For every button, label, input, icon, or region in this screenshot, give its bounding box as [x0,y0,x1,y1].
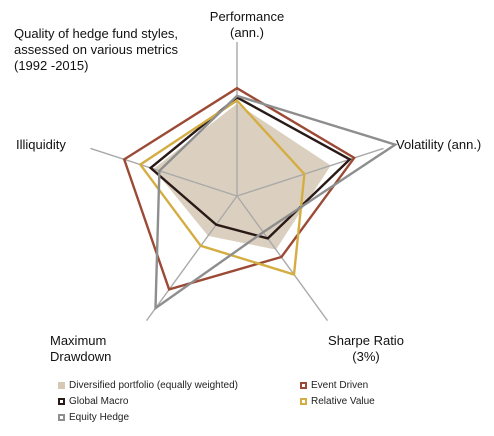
series-line-relative-value [138,98,306,277]
legend-swatch-global-macro [58,398,65,405]
axis-label-illiquidity: Illiquidity [16,137,66,152]
legend-label-relative-value: Relative Value [311,396,375,407]
legend-label-event-driven: Event Driven [311,380,369,391]
series-line-global-macro [148,95,352,240]
legend-item-event-driven: Event Driven [300,380,368,391]
axis-spoke-sharpe-ratio-3 [236,195,329,322]
axis-label-performance: Performance (ann.) [209,9,285,40]
legend-swatch-diversified [58,382,65,389]
legend-item-diversified: Diversified portfolio (equally weighted) [58,380,238,391]
axis-spoke-volatility-ann [236,147,384,197]
chart-title: Quality of hedge fund styles, assessed o… [14,26,179,73]
legend-label-equity-hedge: Equity Hedge [69,412,130,423]
axis-label-sharpe-ratio: Sharpe Ratio (3%) [328,333,404,364]
legend-label-diversified: Diversified portfolio (equally weighted) [69,380,238,391]
legend-swatch-relative-value [300,398,307,405]
legend-item-global-macro: Global Macro [58,396,128,407]
axis-label-maximum-drawdown: Maximum Drawdown [50,333,112,364]
series-area-diversified-portfolio-equally-weighted [153,103,331,250]
legend-item-equity-hedge: Equity Hedge [58,412,129,423]
axis-label-volatility: Volatility (ann.) [396,137,482,152]
legend-swatch-event-driven [300,382,307,389]
legend-item-relative-value: Relative Value [300,396,375,407]
series-line-equity-hedge [154,94,398,311]
legend-swatch-equity-hedge [58,414,65,421]
axis-spoke-maximum-drawdown [145,195,238,322]
series-line-event-driven [122,86,356,291]
legend-label-global-macro: Global Macro [69,396,129,407]
axis-spoke-illiquidity [90,147,238,197]
